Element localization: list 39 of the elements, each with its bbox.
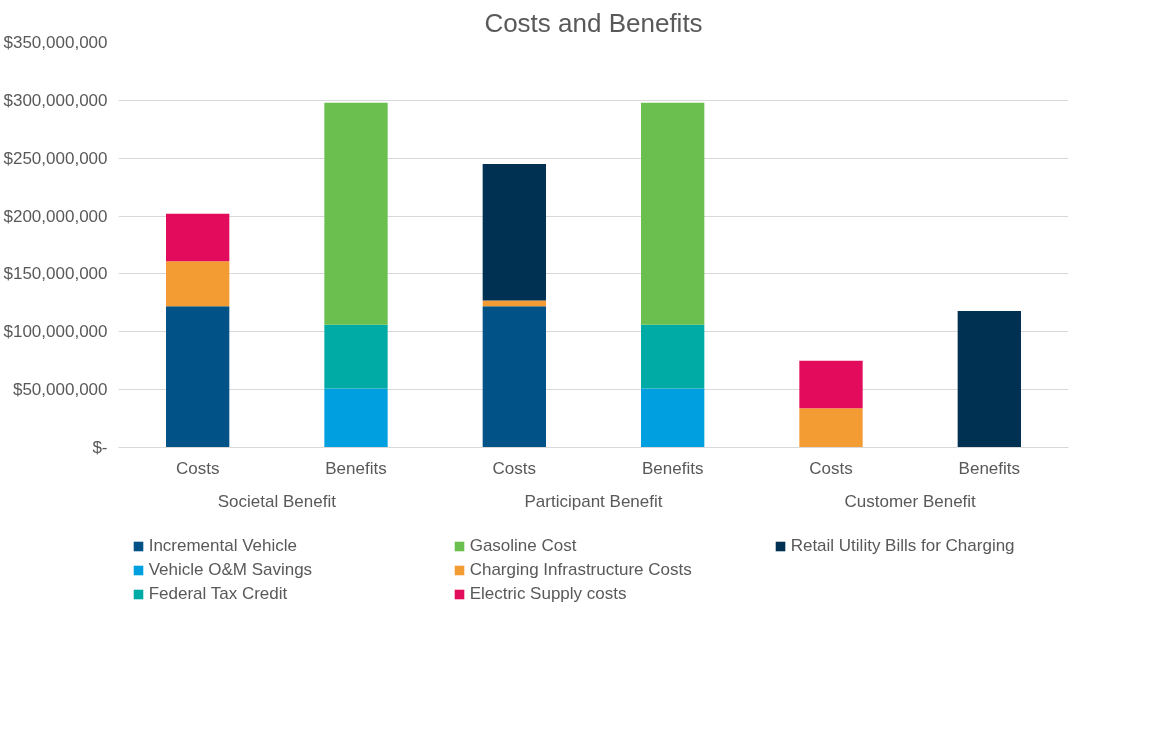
- bar: [324, 102, 388, 325]
- legend-label: Retail Utility Bills for Charging: [790, 535, 1016, 556]
- legend-label: Charging Infrastructure Costs: [469, 559, 693, 580]
- x-tick-label: Benefits: [641, 458, 704, 478]
- y-tick-label: $150,000,000: [3, 264, 108, 284]
- legend-label: Gasoline Cost: [469, 535, 578, 556]
- y-tick-label: $200,000,000: [3, 206, 108, 226]
- bar: [482, 306, 546, 448]
- y-tick-label: $100,000,000: [3, 322, 108, 342]
- bar: [324, 324, 388, 389]
- y-tick-label: $50,000,000: [12, 380, 108, 400]
- bar: [641, 324, 705, 389]
- bar: [166, 306, 230, 448]
- bar: [799, 408, 863, 448]
- x-tick-label: Costs: [809, 458, 853, 478]
- x-tick-label: Costs: [492, 458, 537, 478]
- bar: [324, 388, 388, 448]
- bar: [641, 102, 705, 325]
- y-tick-label: $250,000,000: [3, 148, 108, 168]
- y-tick-label: $350,000,000: [3, 33, 108, 52]
- bar: [482, 164, 546, 301]
- legend-label: Federal Tax Credit: [148, 583, 289, 604]
- bar: [166, 213, 230, 262]
- text: Participant Benefit: [524, 491, 663, 511]
- legend-label: Electric Supply costs: [469, 583, 628, 604]
- bar: [166, 261, 230, 307]
- x-tick-label: Benefits: [325, 458, 387, 478]
- x-tick-label: Costs: [175, 458, 220, 478]
- bar: [641, 388, 705, 448]
- text: Societal Benefit: [217, 491, 337, 511]
- bar: [957, 310, 1021, 448]
- bar: [799, 360, 863, 409]
- y-tick-label: $-: [92, 438, 108, 457]
- x-tick-label: Benefits: [958, 458, 1021, 478]
- legend-label: Vehicle O&M Savings: [148, 559, 314, 580]
- y-tick-label: $300,000,000: [3, 90, 108, 110]
- chart-title: Costs and Benefits: [484, 7, 703, 38]
- text: Customer Benefit: [844, 491, 977, 511]
- legend-label: Incremental Vehicle: [148, 535, 299, 556]
